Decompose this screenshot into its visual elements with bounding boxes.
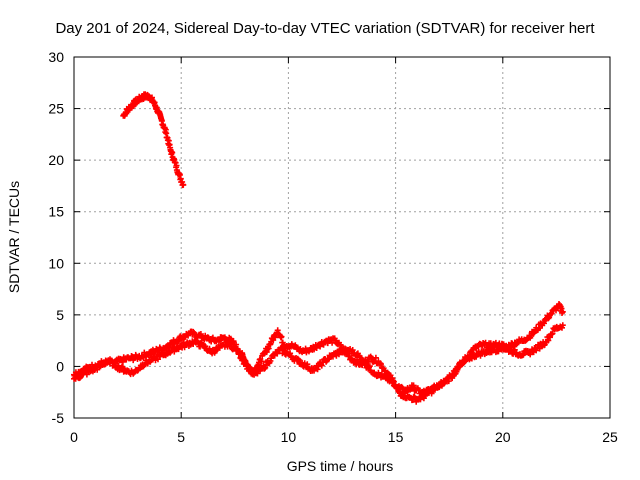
chart-title: Day 201 of 2024, Sidereal Day-to-day VTE… (55, 20, 595, 37)
series-1-points (120, 91, 187, 189)
y-tick-label: 15 (48, 204, 64, 220)
x-tick-label: 0 (70, 429, 78, 445)
data-points (71, 91, 566, 405)
y-axis-label: SDTVAR / TECUs (6, 181, 22, 293)
x-tick-label: 15 (388, 429, 404, 445)
x-tick-label: 25 (602, 429, 618, 445)
y-tick-label: 10 (48, 255, 64, 271)
y-tick-label: 30 (48, 49, 64, 65)
grid-lines (74, 57, 610, 418)
axis-ticks: 0 5 10 15 20 25 -5 0 5 10 15 20 25 30 (48, 49, 618, 445)
y-tick-label: 0 (56, 358, 64, 374)
x-tick-label: 10 (281, 429, 297, 445)
series-3-points (71, 322, 566, 405)
plot-frame (73, 56, 611, 419)
x-tick-label: 20 (495, 429, 511, 445)
x-axis-label: GPS time / hours (287, 458, 394, 474)
y-tick-label: -5 (52, 410, 65, 426)
y-tick-label: 25 (48, 101, 64, 117)
y-tick-label: 20 (48, 152, 64, 168)
x-tick-label: 5 (177, 429, 185, 445)
y-tick-label: 5 (56, 307, 64, 323)
